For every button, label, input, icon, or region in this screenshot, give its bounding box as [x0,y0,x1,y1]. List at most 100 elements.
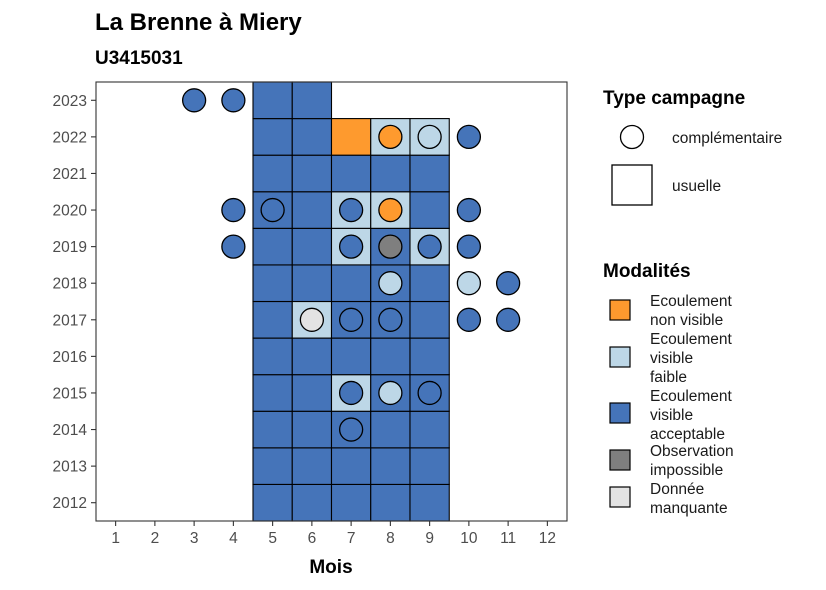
x-tick-label: 3 [190,530,199,547]
tile-2014-6 [291,410,333,449]
y-tick-label: 2015 [53,385,87,402]
x-tick-label: 5 [268,530,277,547]
tile-2019-5 [252,227,293,266]
point-2023-3 [181,88,207,113]
point-2019-7 [338,234,364,259]
tile-2015-6 [291,374,333,412]
y-tick-label: 2021 [53,166,87,183]
plot-border [95,81,568,522]
point-2022-10 [456,124,482,150]
tile-2016-9 [409,337,450,376]
legend-label-visible_acceptable: acceptable [650,426,725,443]
tile-2013-5 [252,447,293,485]
point-2019-10 [456,234,482,259]
x-tick-label: 11 [500,530,516,547]
point-2018-11 [495,271,521,296]
y-tick-label: 2023 [53,93,87,110]
point-2018-8 [378,271,403,296]
tile-2018-5 [252,264,293,303]
legend-label-non_visible: non visible [650,312,723,329]
tile-2017-5 [252,300,293,339]
x-tick-label: 2 [151,530,160,547]
x-tick-label: 12 [539,530,556,547]
legend-type-label: complémentaire [672,130,782,147]
tile-2017-9 [409,300,450,339]
legend-label-manquante: Donnée [650,481,704,498]
y-tick-label: 2013 [53,459,87,476]
point-2022-8 [378,124,403,150]
point-2020-5 [260,197,285,223]
point-2020-4 [221,197,246,223]
legend-label-visible_faible: visible [650,350,693,367]
y-tick-label: 2018 [53,276,87,293]
tile-2021-9 [409,154,450,193]
point-2014-7 [338,417,364,442]
point-2019-8 [378,234,403,259]
legend-key-impossible [609,449,631,471]
point-2015-8 [378,380,403,406]
legend-key-manquante [609,486,631,508]
legend-key-visible_acceptable [609,402,631,424]
chart-title: La Brenne à Miery [95,9,302,36]
y-tick-label: 2012 [53,495,87,512]
tile-2012-6 [291,483,333,522]
x-tick-label: 7 [347,530,356,547]
tile-2013-7 [330,447,372,485]
tile-2015-5 [252,374,293,412]
x-tick-label: 9 [425,530,434,547]
tile-2012-9 [409,483,450,522]
point-2017-7 [338,307,364,332]
point-2017-10 [456,307,482,332]
legend-label-visible_acceptable: visible [650,407,693,424]
tile-2014-8 [370,410,411,449]
plot-area: 1 2 3 4 5 6 7 8 9 10 11 122012201320142015201620172… [53,81,568,547]
tile-2020-6 [291,191,333,229]
tile-2018-9 [409,264,450,303]
legend-key-non_visible [609,299,631,321]
tile-2013-9 [409,447,450,485]
point-2020-7 [338,197,364,223]
tile-2012-5 [252,483,293,522]
tile-2023-5 [252,81,293,120]
legend-label-impossible: Observation [650,443,734,460]
legend-label-manquante: manquante [650,500,728,517]
x-tick-label: 8 [386,530,395,547]
y-tick-label: 2016 [53,349,87,366]
legend-modalites: Modalités Ecoulement non visible Ecoulement… [603,261,734,517]
point-2019-9 [417,234,442,259]
y-tick-label: 2019 [53,239,87,256]
tile-2021-5 [252,154,293,193]
tile-2016-8 [370,337,411,376]
tile-2018-7 [330,264,372,303]
tile-2016-7 [330,337,372,376]
x-axis-title: Mois [309,557,352,578]
legend-type-label: usuelle [672,178,721,195]
y-tick-label: 2017 [53,312,87,329]
x-tick-label: 4 [229,530,238,547]
legend-label-impossible: impossible [650,462,723,479]
tile-2019-6 [291,227,333,266]
point-2017-8 [378,307,403,332]
point-2020-8 [378,197,403,223]
y-tick-label: 2020 [53,203,88,220]
tile-2023-6 [291,81,333,120]
tile-2016-6 [291,337,333,376]
tile-2021-6 [291,154,333,193]
legend-type-symbol-square [611,164,653,206]
y-tick-label: 2022 [53,129,87,146]
legend-type-symbol-circle [619,124,645,150]
tile-2022-7 [330,118,372,156]
y-tick-label: 2014 [53,422,88,439]
legend-label-visible_faible: Ecoulement [650,331,733,348]
point-2015-7 [338,380,364,406]
legend-modalites-title: Modalités [603,261,691,282]
x-tick-label: 6 [308,530,317,547]
tile-2013-6 [291,447,333,485]
tile-2022-6 [291,118,333,156]
tile-2013-8 [370,447,411,485]
point-2015-9 [417,380,442,406]
legend-label-visible_acceptable: Ecoulement [650,388,733,405]
x-tick-label: 1 [111,530,120,547]
legend-type-title: Type campagne [603,88,745,109]
